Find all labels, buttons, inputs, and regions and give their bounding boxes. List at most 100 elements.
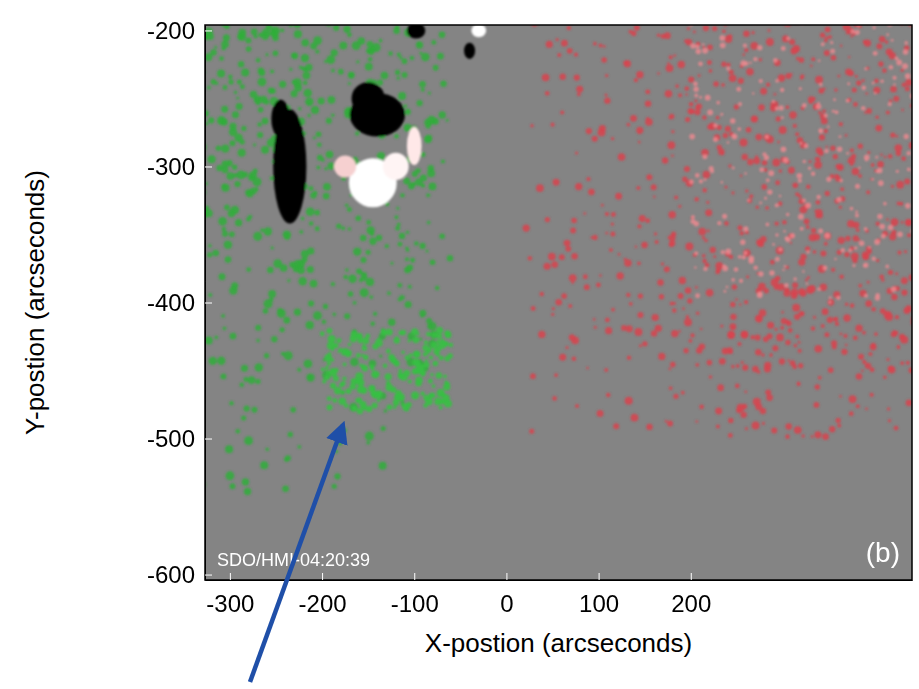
flux-element <box>886 110 890 114</box>
flux-element <box>297 445 301 449</box>
flux-element <box>693 87 698 92</box>
flux-element <box>745 189 748 192</box>
flux-element <box>772 345 778 351</box>
flux-element <box>306 373 314 381</box>
flux-element <box>362 344 365 347</box>
flux-element <box>871 178 874 181</box>
flux-element <box>829 301 832 304</box>
flux-element <box>222 227 226 231</box>
flux-element <box>366 441 370 445</box>
flux-element <box>762 160 768 166</box>
flux-element <box>885 313 893 321</box>
flux-element <box>896 170 899 173</box>
flux-element <box>897 231 903 237</box>
flux-element <box>696 103 702 109</box>
flux-element <box>754 334 760 340</box>
flux-element <box>762 184 768 190</box>
flux-element <box>571 281 574 284</box>
x-tick-label: 100 <box>579 590 619 617</box>
flux-element <box>880 308 886 314</box>
flux-element <box>699 343 705 349</box>
flux-element <box>380 329 386 335</box>
flux-element <box>749 194 753 198</box>
flux-element <box>768 29 771 32</box>
flux-element <box>257 132 263 138</box>
flux-element <box>435 286 440 291</box>
flux-element <box>415 168 420 173</box>
flux-element <box>338 350 341 353</box>
flux-element <box>252 177 261 186</box>
flux-element <box>816 195 821 200</box>
flux-element <box>843 314 850 321</box>
flux-element <box>313 136 316 139</box>
flux-element <box>848 248 852 252</box>
flux-element <box>403 178 410 185</box>
flux-element <box>328 96 336 104</box>
flux-element <box>611 222 614 225</box>
flux-element <box>769 354 772 357</box>
flux-element <box>713 123 717 127</box>
flux-element <box>539 292 544 297</box>
flux-element <box>238 61 244 67</box>
flux-element <box>861 106 866 111</box>
flux-element <box>687 298 692 303</box>
flux-element <box>445 356 451 362</box>
flux-element <box>267 267 273 273</box>
flux-element <box>651 184 657 190</box>
flux-element <box>592 136 598 142</box>
flux-element <box>260 228 264 232</box>
flux-element <box>849 411 854 416</box>
flux-element <box>845 68 852 75</box>
flux-element <box>687 27 690 30</box>
flux-element <box>258 107 264 113</box>
flux-element <box>766 38 774 46</box>
flux-element <box>421 53 429 61</box>
flux-element <box>224 205 230 211</box>
flux-element <box>313 311 322 320</box>
flux-element <box>277 309 286 318</box>
flux-element <box>443 374 447 378</box>
flux-element <box>344 313 350 319</box>
flux-element <box>222 166 229 173</box>
flux-element <box>241 365 248 372</box>
flux-element <box>365 63 373 71</box>
flux-element <box>719 35 725 41</box>
flux-element <box>645 118 653 126</box>
flux-element <box>436 346 441 351</box>
x-tick-mark <box>506 573 507 580</box>
flux-element <box>601 57 607 63</box>
flux-element <box>703 267 707 271</box>
flux-element <box>559 254 565 260</box>
flux-element <box>746 275 749 278</box>
flux-element <box>428 379 433 384</box>
flux-element <box>887 407 890 410</box>
flux-element <box>689 102 694 107</box>
flux-element <box>400 373 408 381</box>
flux-element <box>853 102 858 107</box>
flux-element <box>301 217 305 221</box>
flux-element <box>669 114 675 120</box>
flux-element <box>236 103 243 110</box>
flux-element <box>379 462 387 470</box>
flux-element <box>543 263 550 270</box>
flux-element <box>332 313 336 317</box>
flux-element <box>755 134 762 141</box>
flux-element <box>221 144 229 152</box>
flux-element <box>569 274 577 282</box>
flux-element <box>217 357 225 365</box>
flux-element <box>379 354 382 357</box>
flux-element <box>853 222 860 229</box>
flux-element <box>665 420 668 423</box>
flux-element <box>572 356 577 361</box>
flux-element <box>728 331 735 338</box>
flux-element <box>569 334 575 340</box>
flux-element <box>604 368 608 372</box>
flux-element <box>669 368 672 371</box>
flux-element <box>402 58 408 64</box>
flux-element <box>769 270 774 275</box>
flux-element <box>333 25 339 31</box>
flux-element <box>310 43 317 50</box>
flux-element <box>738 78 744 84</box>
flux-element <box>351 378 357 384</box>
flux-element <box>870 393 874 397</box>
